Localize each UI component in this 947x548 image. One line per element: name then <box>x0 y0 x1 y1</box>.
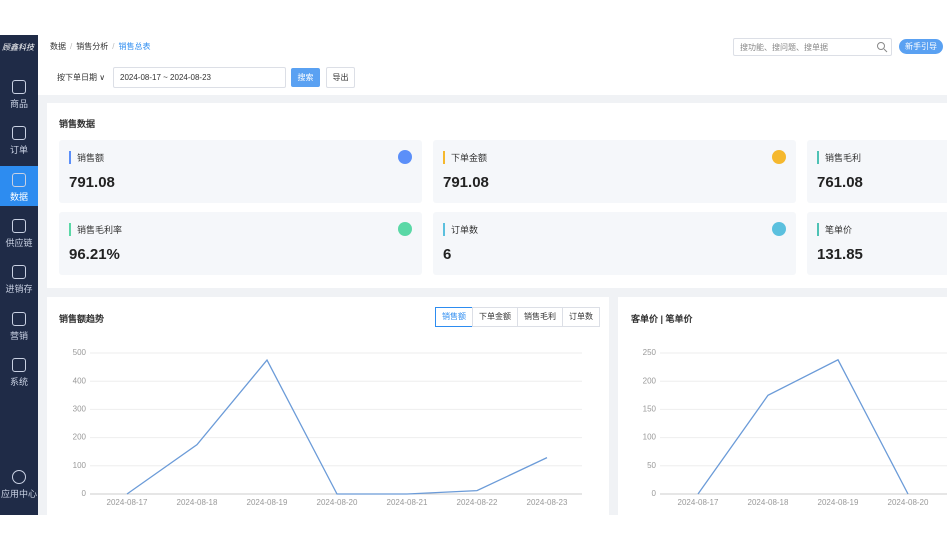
menu-label: 系统 <box>9 376 28 387</box>
series-line <box>697 358 909 495</box>
stat-value: 791.08 <box>69 174 115 191</box>
x-tick-label: 2024-08-17 <box>107 498 148 507</box>
chart-title: 客单价 | 笔单价 <box>631 314 693 324</box>
stat-value: 6 <box>443 246 452 263</box>
y-tick-label: 250 <box>643 348 657 357</box>
menu-item[interactable]: 系统 <box>0 351 38 391</box>
crumb[interactable]: 数据 <box>50 42 66 51</box>
y-tick-label: 500 <box>73 348 87 357</box>
menu-item[interactable]: 商品 <box>0 73 38 113</box>
y-tick-label: 200 <box>73 433 87 442</box>
y-tick-label: 400 <box>73 376 87 385</box>
menu-icon <box>12 265 26 280</box>
menu-label: 营销 <box>9 330 28 341</box>
chart-title: 销售额趋势 <box>59 314 105 324</box>
y-tick-label: 200 <box>643 376 657 385</box>
breadcrumb: 数据 / 销售分析 / 销售总表 <box>50 41 150 52</box>
stat-label: 销售毛利率 <box>69 223 122 236</box>
logo: 顾鑫科技 <box>2 43 34 52</box>
stat-icon <box>772 222 786 236</box>
menu-label: 数据 <box>9 191 28 202</box>
crumb: 销售总表 <box>118 42 151 51</box>
menu-label: 应用中心 <box>0 489 37 499</box>
x-tick-label: 2024-08-17 <box>678 498 719 507</box>
x-tick-label: 2024-08-20 <box>888 498 929 507</box>
stat-card: 销售额 791.08 <box>59 140 422 203</box>
menu-icon <box>12 80 26 94</box>
menu-label: 供应链 <box>5 237 33 248</box>
y-tick-label: 50 <box>647 461 656 470</box>
y-tick-label: 100 <box>73 461 87 470</box>
y-tick-label: 100 <box>643 433 657 442</box>
stat-icon <box>398 150 412 164</box>
menu-item[interactable]: 数据 <box>0 165 38 206</box>
chart-card: 客单价 | 笔单价 <box>618 297 947 515</box>
date-input[interactable]: 2024-08-17 ~ 2024-08-23 <box>113 67 286 88</box>
stat-value: 791.08 <box>443 174 489 191</box>
x-tick-label: 2024-08-21 <box>387 498 428 507</box>
guide-button[interactable]: 新手引导 <box>899 39 943 54</box>
y-tick-label: 300 <box>73 405 87 414</box>
stat-value: 96.21% <box>69 246 120 263</box>
menu-icon <box>12 172 26 187</box>
menu-icon <box>12 126 26 141</box>
x-tick-label: 2024-08-18 <box>177 498 218 507</box>
app-center[interactable]: 应用中心 <box>0 463 38 503</box>
stat-card: 下单金额 791.08 <box>433 140 796 203</box>
menu-icon <box>12 311 26 326</box>
search-button[interactable]: 搜索 <box>291 68 320 87</box>
tab[interactable]: 订单数 <box>562 307 600 327</box>
menu-item[interactable]: 订单 <box>0 119 38 159</box>
menu-label: 商品 <box>9 99 28 109</box>
y-tick-label: 150 <box>643 405 657 414</box>
stat-card: 销售毛利率 96.21% <box>59 212 422 275</box>
stat-label: 销售额 <box>69 151 104 164</box>
stat-label: 笔单价 <box>817 223 852 236</box>
x-tick-label: 2024-08-19 <box>818 498 859 507</box>
stat-card: 订单数 6 <box>433 212 796 275</box>
menu-icon <box>12 357 26 372</box>
x-tick-label: 2024-08-20 <box>317 498 358 507</box>
stat-card: 笔单价 131.85 <box>807 212 947 275</box>
stat-label: 下单金额 <box>443 151 487 164</box>
stat-label: 销售毛利 <box>817 151 861 164</box>
separator: / <box>112 42 115 51</box>
series-line <box>126 358 548 495</box>
sidebar: 顾鑫科技 应用中心 商品订单数据供应链进销存营销系统 <box>0 35 38 515</box>
section-title: 销售数据 <box>59 119 96 129</box>
date-range: 2024-08-17 ~ 2024-08-23 <box>120 73 211 82</box>
date-type-label: 按下单日期 <box>57 73 97 82</box>
chart-card: 销售额趋势 销售额 下单金额 销售毛利 订单数 <box>47 297 609 515</box>
menu-item[interactable]: 供应链 <box>0 212 38 252</box>
x-tick-label: 2024-08-22 <box>457 498 498 507</box>
date-type[interactable]: 按下单日期 ∨ <box>57 73 106 82</box>
crumb[interactable]: 销售分析 <box>76 42 109 51</box>
export-button[interactable]: 导出 <box>326 67 355 88</box>
y-tick-label: 0 <box>82 489 87 498</box>
sales-card: 销售数据 销售额 791.08 下单金额 791.08 销售毛利 761.08 销售毛利率 9… <box>47 103 947 288</box>
menu-label: 进销存 <box>5 284 33 295</box>
search-icon <box>877 42 888 53</box>
search-box[interactable]: 搜功能、搜问题、搜单据 <box>733 38 892 56</box>
y-tick-label: 0 <box>652 489 657 498</box>
x-tick-label: 2024-08-23 <box>527 498 568 507</box>
stat-icon <box>398 222 412 236</box>
menu-label: 订单 <box>9 145 28 156</box>
x-tick-label: 2024-08-19 <box>247 498 288 507</box>
x-tick-label: 2024-08-18 <box>748 498 789 507</box>
stat-icon <box>772 150 786 164</box>
tabs: 销售额 下单金额 销售毛利 订单数 <box>435 307 600 327</box>
content: 销售数据 销售额 791.08 下单金额 791.08 销售毛利 761.08 销售毛利率 9… <box>38 95 947 515</box>
menu-icon <box>12 218 26 233</box>
placeholder: 搜功能、搜问题、搜单据 <box>740 43 828 52</box>
stat-label: 订单数 <box>443 223 478 236</box>
menu-item[interactable]: 营销 <box>0 305 38 345</box>
stat-card: 销售毛利 761.08 <box>807 140 947 203</box>
stat-value: 131.85 <box>817 246 863 263</box>
stat-value: 761.08 <box>817 174 863 191</box>
separator: / <box>70 42 73 51</box>
menu-item[interactable]: 进销存 <box>0 258 38 298</box>
